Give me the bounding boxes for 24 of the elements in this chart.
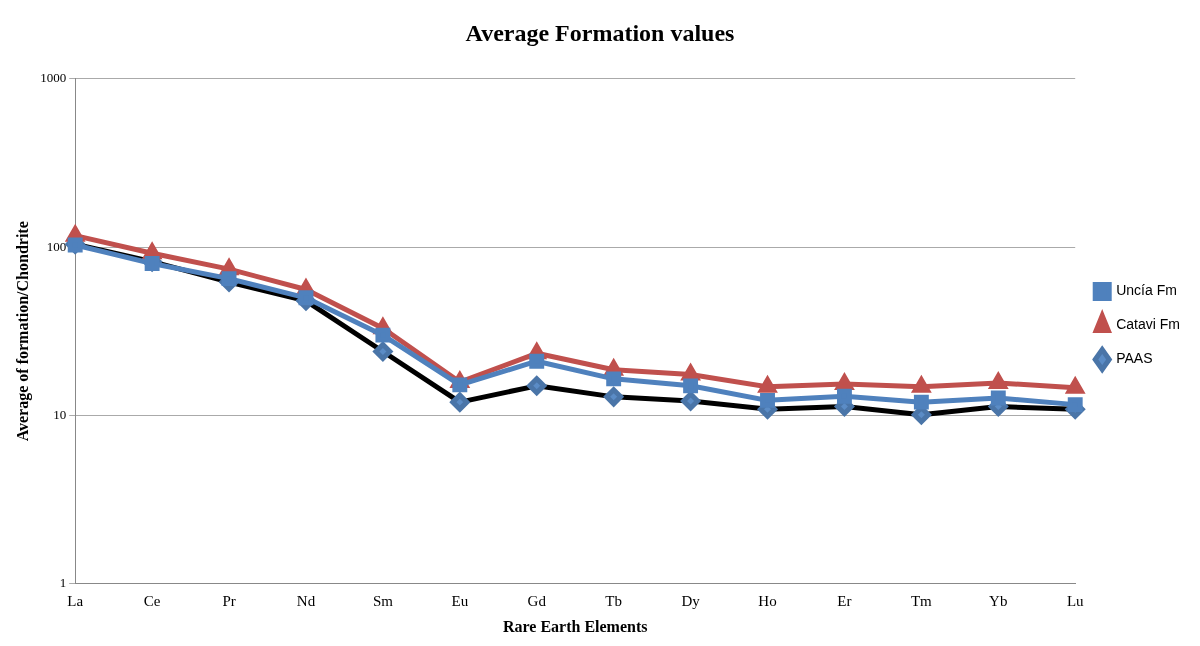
x-tick-label: Gd bbox=[527, 592, 547, 609]
x-tick-label: Tm bbox=[910, 592, 933, 609]
x-tick-label: Lu bbox=[1066, 592, 1085, 609]
x-tick-label: Tb bbox=[605, 592, 622, 609]
x-tick-label: Eu bbox=[451, 592, 469, 609]
x-tick-label: La bbox=[67, 592, 84, 609]
x-tick-label: Yb bbox=[989, 592, 1008, 609]
x-tick-label: Nd bbox=[296, 592, 316, 609]
chart-title: Average Formation values bbox=[465, 19, 735, 46]
y-tick-label: 1000 bbox=[40, 70, 67, 86]
x-axis-title: Rare Earth Elements bbox=[502, 617, 648, 635]
x-tick-label: Ce bbox=[143, 592, 161, 609]
y-tick-label: 1 bbox=[59, 575, 67, 591]
y-axis-title: Average of formation/Chondrite bbox=[13, 221, 32, 442]
x-tick-label: Ho bbox=[758, 592, 777, 609]
y-tick-label: 100 bbox=[46, 238, 67, 254]
x-tick-label: Er bbox=[837, 592, 852, 609]
legend-label: Uncía Fm bbox=[1116, 282, 1177, 299]
x-tick-label: Dy bbox=[681, 592, 701, 609]
x-tick-label: Sm bbox=[372, 592, 394, 609]
legend-label: Catavi Fm bbox=[1116, 316, 1181, 333]
y-tick-label: 10 bbox=[53, 406, 67, 422]
x-tick-label: Pr bbox=[222, 592, 236, 609]
legend-label: PAAS bbox=[1116, 350, 1153, 367]
